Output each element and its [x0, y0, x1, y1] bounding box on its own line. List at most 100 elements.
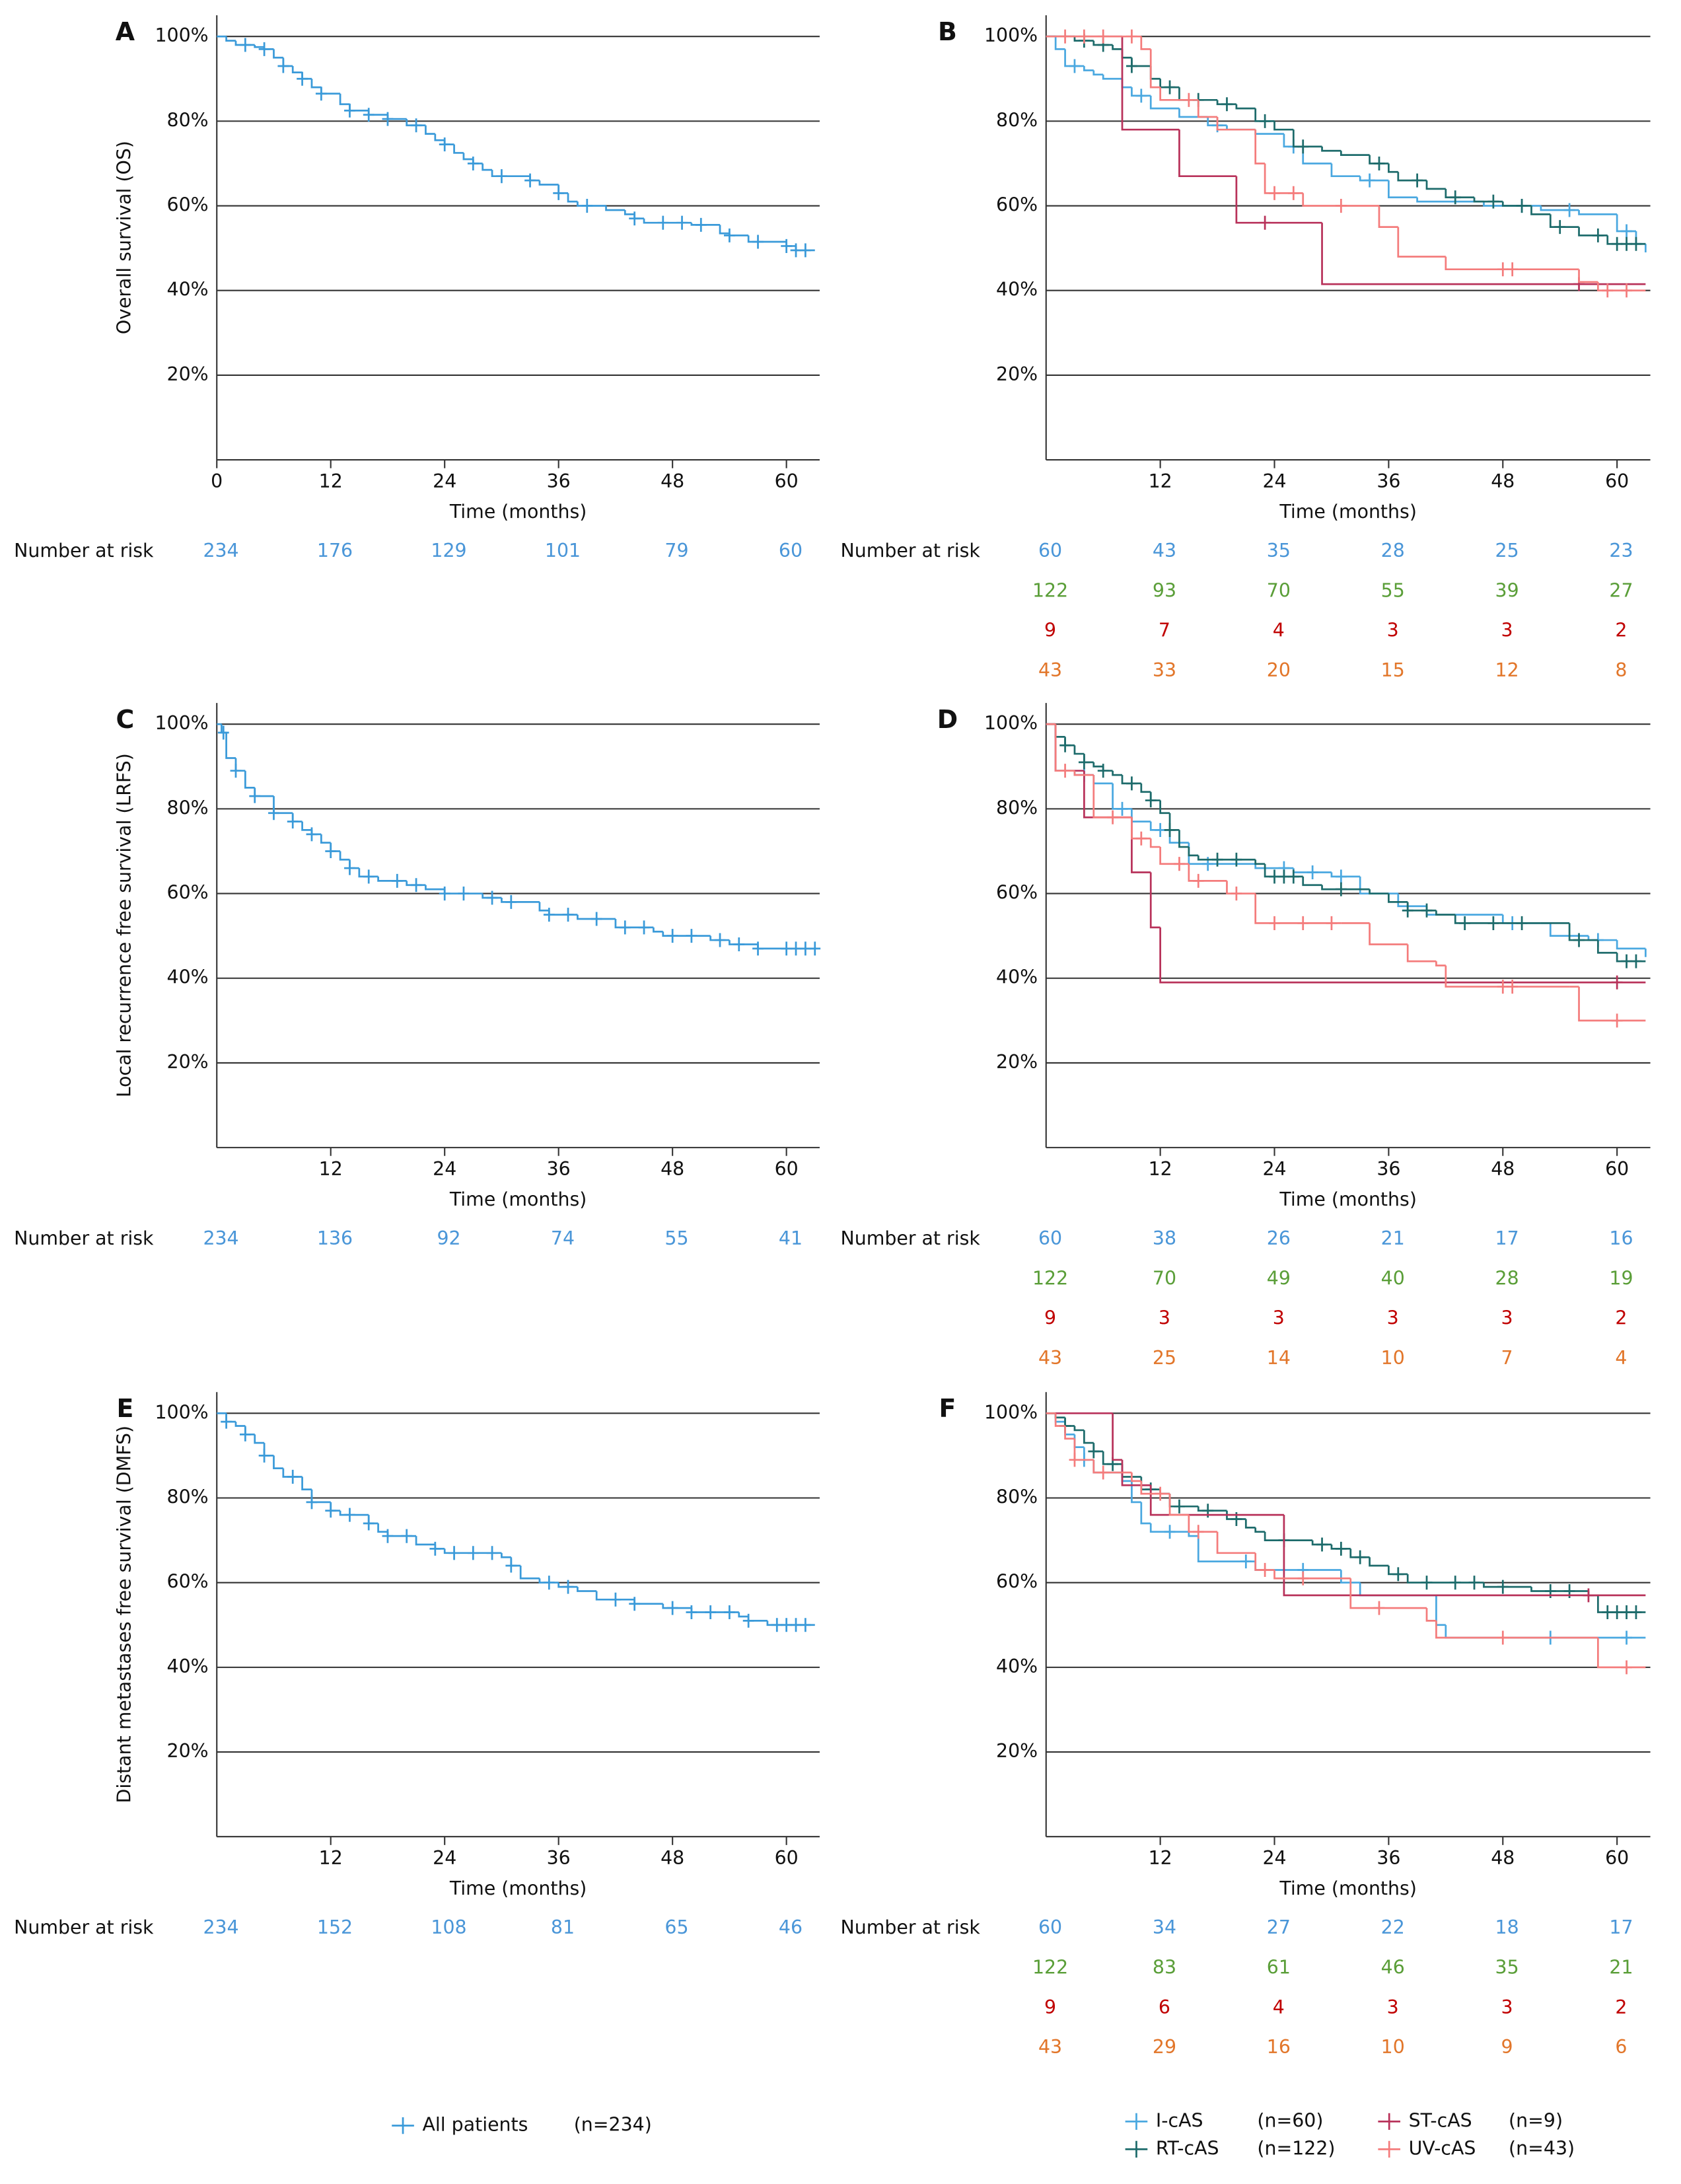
survival-step	[491, 170, 530, 178]
risk-value: 9	[1044, 1307, 1056, 1329]
x-tick-label: 24	[433, 1158, 456, 1180]
risk-value: 234	[203, 1227, 238, 1249]
risk-value: 60	[1038, 1916, 1062, 1938]
x-tick-label: 60	[1605, 470, 1629, 492]
survival-step	[1083, 66, 1094, 71]
risk-value: 3	[1501, 620, 1513, 641]
y-tick-label: 40%	[167, 1656, 209, 1677]
risk-value: 4	[1273, 1996, 1285, 2018]
survival-step	[1330, 872, 1361, 878]
survival-step	[538, 902, 550, 912]
legend-label: I-cAS	[1156, 2109, 1203, 2131]
survival-step	[225, 36, 236, 42]
survival-step	[1568, 923, 1598, 941]
y-tick-label: 100%	[984, 1401, 1038, 1423]
censor-mark	[771, 1618, 783, 1632]
survival-step	[1321, 885, 1370, 891]
censor-mark	[1516, 916, 1528, 930]
risk-value: 25	[1495, 540, 1519, 562]
survival-step	[643, 218, 692, 224]
legend-n: (n=122)	[1257, 2137, 1335, 2159]
risk-value: 65	[664, 1916, 688, 1938]
censor-mark	[277, 59, 289, 73]
censor-mark	[1135, 831, 1147, 846]
censor-mark	[1211, 852, 1223, 867]
survival-step	[1235, 104, 1256, 110]
censor-mark	[410, 118, 422, 133]
censor-mark	[562, 1580, 574, 1594]
survival-step	[1092, 1459, 1123, 1474]
survival-step	[1188, 1531, 1199, 1537]
survival-step	[1549, 923, 1589, 937]
risk-value: 8	[1615, 659, 1627, 681]
survival-step	[1445, 256, 1579, 271]
survival-step	[1178, 129, 1236, 178]
risk-value: 28	[1495, 1267, 1519, 1289]
risk-value: 15	[1381, 659, 1405, 681]
survival-step	[567, 193, 578, 203]
y-tick-label: 20%	[167, 1740, 209, 1762]
risk-value: 49	[1267, 1267, 1291, 1289]
survival-step	[1054, 1413, 1065, 1427]
survival-step	[1425, 1608, 1437, 1622]
survival-step	[1254, 1527, 1266, 1533]
survival-step	[339, 1510, 369, 1516]
survival-step	[1216, 1531, 1256, 1554]
survival-step	[1073, 1434, 1085, 1448]
censor-mark	[217, 725, 229, 740]
x-tick-label: 36	[547, 1158, 571, 1180]
censor-mark	[1373, 156, 1385, 170]
x-tick-label: 36	[1377, 1158, 1400, 1180]
risk-value: 234	[203, 1916, 238, 1938]
censor-mark	[1373, 1601, 1385, 1615]
survival-step	[1435, 1620, 1598, 1639]
survival-step	[577, 914, 616, 920]
survival-step	[1340, 151, 1370, 157]
risk-value: 3	[1387, 620, 1399, 641]
y-tick-label: 60%	[167, 1571, 209, 1593]
censor-mark	[799, 243, 811, 258]
y-tick-label: 40%	[996, 279, 1038, 301]
survival-step	[1140, 36, 1151, 50]
censor-mark	[686, 1605, 697, 1620]
risk-label: Number at risk	[841, 540, 981, 562]
survival-step	[1302, 193, 1379, 207]
censor-mark	[1449, 1576, 1461, 1590]
legend-marker	[1378, 2113, 1401, 2130]
censor-mark	[629, 211, 641, 226]
risk-value: 10	[1381, 1347, 1405, 1369]
legend-label: All patients	[422, 2114, 528, 2136]
censor-mark	[676, 215, 688, 230]
censor-mark	[221, 1414, 232, 1429]
survival-step	[1359, 876, 1398, 894]
risk-value: 40	[1381, 1267, 1405, 1289]
x-axis-label: Time (months)	[449, 501, 587, 523]
survival-step	[1483, 1582, 1532, 1588]
survival-step	[254, 1434, 265, 1444]
y-tick-label: 20%	[167, 363, 209, 385]
survival-step	[1102, 74, 1123, 80]
x-tick-label: 24	[433, 470, 456, 492]
censor-mark	[1278, 869, 1290, 884]
risk-value: 14	[1267, 1347, 1291, 1369]
censor-mark	[1088, 1444, 1100, 1459]
censor-mark	[1364, 173, 1375, 188]
survival-step	[244, 1426, 255, 1436]
survival-step	[1178, 108, 1208, 118]
censor-mark	[1421, 1576, 1433, 1590]
censor-mark	[363, 1516, 375, 1531]
censor-mark	[1449, 190, 1461, 205]
censor-mark	[1259, 1562, 1271, 1577]
censor-mark	[1487, 916, 1499, 930]
censor-mark	[1164, 80, 1176, 94]
survival-step	[1406, 944, 1437, 963]
risk-value: 74	[551, 1227, 575, 1249]
survival-step	[1092, 762, 1104, 768]
censor-mark	[1611, 1605, 1623, 1620]
risk-label: Number at risk	[841, 1916, 981, 1938]
risk-value: 81	[551, 1916, 575, 1938]
risk-value: 7	[1501, 1347, 1513, 1369]
survival-step	[538, 180, 559, 186]
legend-marker	[1125, 2113, 1148, 2130]
x-tick-label: 60	[1605, 1847, 1629, 1869]
